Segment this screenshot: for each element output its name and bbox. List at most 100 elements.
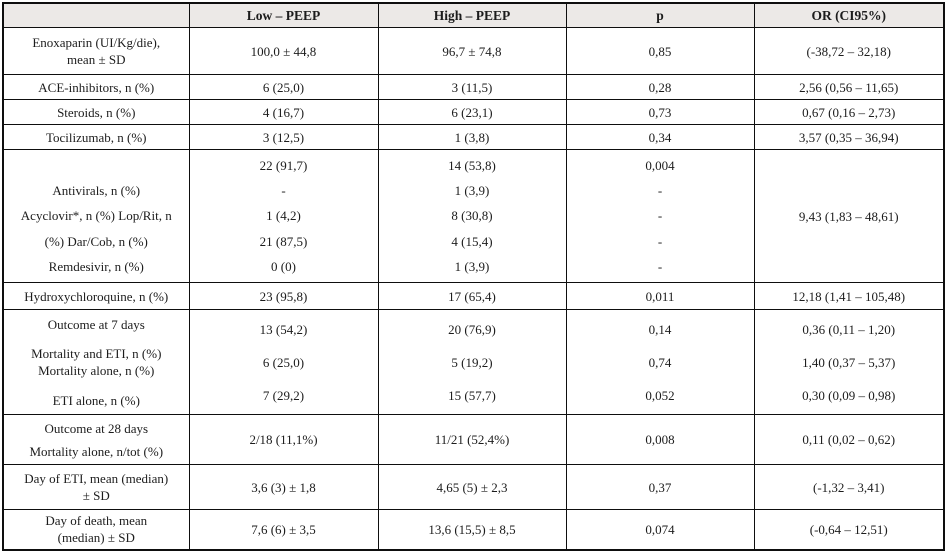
table-body: Enoxaparin (UI/Kg/die), mean ± SD 100,0 … (2, 27, 945, 550)
value-line: 6 (25,0) (262, 354, 305, 370)
low-peep-cell: 6 (25,0) (188, 74, 379, 100)
value-line: 0,36 (0,11 – 1,20) (802, 321, 896, 337)
column-header-empty (2, 2, 190, 28)
high-peep-cell: 4,65 (5) ± 2,3 (377, 464, 567, 510)
low-peep-cell: 100,0 ± 44,8 (188, 27, 379, 75)
value-line: 0,30 (0,09 – 0,98) (802, 387, 896, 403)
p-value-cell: 0,14 0,74 0,052 (565, 309, 755, 415)
row-antivirals: Antivirals, n (%) Acyclovir*, n (%) Lop/… (2, 149, 945, 283)
label-line: Enoxaparin (UI/Kg/die), (32, 35, 161, 50)
label-line: mean ± SD (67, 52, 126, 67)
value-line: 8 (30,8) (451, 208, 493, 224)
label-line: (median) ± SD (57, 530, 135, 546)
value-line: 14 (53,8) (448, 157, 496, 173)
or-ci-cell: (-0,64 – 12,51) (753, 509, 945, 550)
p-value-cell: 0,85 (565, 27, 755, 75)
or-ci-cell: 9,43 (1,83 – 48,61) (753, 149, 945, 283)
value-line: 21 (87,5) (259, 233, 308, 249)
label-cell: Steroids, n (%) (2, 99, 190, 125)
or-ci-cell: 0,11 (0,02 – 0,62) (753, 414, 945, 465)
low-peep-cell: 3,6 (3) ± 1,8 (188, 464, 379, 510)
or-ci-cell: (-38,72 – 32,18) (753, 27, 945, 75)
value-line: 0,052 (645, 387, 675, 403)
p-value-cell: 0,011 (565, 282, 755, 310)
high-peep-cell: 20 (76,9) 5 (19,2) 15 (57,7) (377, 309, 567, 415)
row-outcome-28-days: Outcome at 28 days Mortality alone, n/to… (2, 414, 945, 465)
low-peep-cell: 7,6 (6) ± 3,5 (188, 509, 379, 550)
label-line: ± SD (82, 488, 110, 503)
value-line: 22 (91,7) (259, 157, 308, 173)
label-line: Mortality alone, n/tot (%) (29, 443, 164, 459)
row-day-of-eti: Day of ETI, mean (median) ± SD 3,6 (3) ±… (2, 464, 945, 510)
column-header-low-peep: Low – PEEP (188, 2, 379, 28)
p-value-cell: 0,34 (565, 124, 755, 150)
value-line: 4 (15,4) (451, 233, 493, 249)
or-ci-cell: 3,57 (0,35 – 36,94) (753, 124, 945, 150)
label-spacer (8, 157, 185, 174)
value-line: - (657, 183, 663, 199)
or-ci-cell: 12,18 (1,41 – 105,48) (753, 282, 945, 310)
label-line: Acyclovir*, n (%) Lop/Rit, n (20, 208, 172, 224)
low-peep-cell: 2/18 (11,1%) (188, 414, 379, 465)
p-value-cell: 0,074 (565, 509, 755, 550)
label-line: ETI alone, n (%) (52, 392, 140, 408)
label-line: Antivirals, n (%) (52, 183, 141, 199)
high-peep-cell: 17 (65,4) (377, 282, 567, 310)
label-line: Remdesivir, n (%) (48, 259, 144, 275)
or-ci-cell: 2,56 (0,56 – 11,65) (753, 74, 945, 100)
p-value-cell: 0,008 (565, 414, 755, 465)
label-line: Day of ETI, mean (median) (24, 471, 169, 486)
label-line: Day of death, mean (45, 513, 148, 529)
value-line: 0,74 (648, 354, 672, 370)
high-peep-cell: 96,7 ± 74,8 (377, 27, 567, 75)
value-line: 20 (76,9) (448, 321, 496, 337)
value-line: 0,14 (648, 321, 672, 337)
label-cell: Hydroxychloroquine, n (%) (2, 282, 190, 310)
value-line: 1 (4,2) (266, 208, 301, 224)
or-ci-cell: 0,67 (0,16 – 2,73) (753, 99, 945, 125)
label-cell: Enoxaparin (UI/Kg/die), mean ± SD (2, 27, 190, 75)
p-value-cell: 0,73 (565, 99, 755, 125)
value-line: 5 (19,2) (451, 354, 493, 370)
row-outcome-7-days: Outcome at 7 days Mortality and ETI, n (… (2, 309, 945, 415)
value-line: 1 (3,9) (454, 183, 490, 199)
column-header-or-ci: OR (CI95%) (753, 2, 945, 28)
high-peep-cell: 3 (11,5) (377, 74, 567, 100)
row-steroids: Steroids, n (%) 4 (16,7) 6 (23,1) 0,73 0… (2, 99, 945, 125)
label-line: Outcome at 28 days (44, 420, 149, 436)
label-cell: Tocilizumab, n (%) (2, 124, 190, 150)
high-peep-cell: 13,6 (15,5) ± 8,5 (377, 509, 567, 550)
or-ci-cell: (-1,32 – 3,41) (753, 464, 945, 510)
label-line: Mortality alone, n (%) (38, 363, 155, 378)
high-peep-cell: 11/21 (52,4%) (377, 414, 567, 465)
p-value-cell: 0,004 - - - - (565, 149, 755, 283)
value-line: 7 (29,2) (262, 387, 305, 403)
low-peep-cell: 4 (16,7) (188, 99, 379, 125)
row-ace-inhibitors: ACE-inhibitors, n (%) 6 (25,0) 3 (11,5) … (2, 74, 945, 100)
high-peep-cell: 1 (3,8) (377, 124, 567, 150)
label-cell: Antivirals, n (%) Acyclovir*, n (%) Lop/… (2, 149, 190, 283)
value-line: 0,004 (645, 157, 675, 173)
value-line: 1,40 (0,37 – 5,37) (802, 354, 896, 370)
label-cell: Day of death, mean (median) ± SD (2, 509, 190, 550)
or-ci-cell: 0,36 (0,11 – 1,20) 1,40 (0,37 – 5,37) 0,… (753, 309, 945, 415)
value-line: 13 (54,2) (259, 321, 308, 337)
value-line: - (657, 208, 663, 224)
column-header-high-peep: High – PEEP (377, 2, 567, 28)
row-hydroxychloroquine: Hydroxychloroquine, n (%) 23 (95,8) 17 (… (2, 282, 945, 310)
low-peep-cell: 23 (95,8) (188, 282, 379, 310)
label-line: (%) Dar/Cob, n (%) (44, 233, 148, 249)
value-line: - (657, 259, 663, 275)
value-line: - (657, 233, 663, 249)
low-peep-cell: 13 (54,2) 6 (25,0) 7 (29,2) (188, 309, 379, 415)
high-peep-cell: 6 (23,1) (377, 99, 567, 125)
low-peep-cell: 22 (91,7) - 1 (4,2) 21 (87,5) 0 (0) (188, 149, 379, 283)
low-peep-cell: 3 (12,5) (188, 124, 379, 150)
label-line: Mortality and ETI, n (%) (31, 346, 162, 361)
label-line: Outcome at 7 days (47, 316, 145, 332)
header-row: Low – PEEP High – PEEP p OR (CI95%) (2, 2, 945, 28)
value-line: 1 (3,9) (454, 259, 490, 275)
label-cell: Outcome at 7 days Mortality and ETI, n (… (2, 309, 190, 415)
label-cell: Outcome at 28 days Mortality alone, n/to… (2, 414, 190, 465)
